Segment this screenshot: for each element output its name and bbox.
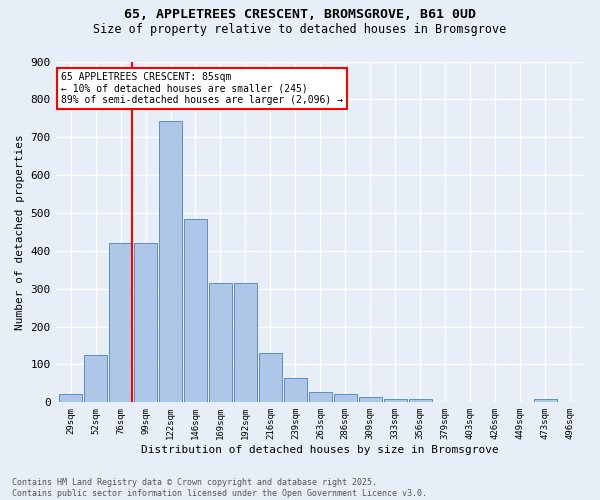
Bar [359,396,382,402]
Bar [134,244,157,402]
Bar [209,283,232,403]
Y-axis label: Number of detached properties: Number of detached properties [15,134,25,330]
Bar [384,398,407,402]
Text: Size of property relative to detached houses in Bromsgrove: Size of property relative to detached ho… [94,22,506,36]
Bar [259,353,282,403]
Bar [184,218,207,402]
Bar [409,398,431,402]
Bar [234,283,257,403]
Bar [309,392,332,402]
Bar [533,400,557,402]
Bar [334,394,357,402]
Bar [284,378,307,402]
Text: 65, APPLETREES CRESCENT, BROMSGROVE, B61 0UD: 65, APPLETREES CRESCENT, BROMSGROVE, B61… [124,8,476,20]
X-axis label: Distribution of detached houses by size in Bromsgrove: Distribution of detached houses by size … [142,445,499,455]
Bar [159,121,182,402]
Text: Contains HM Land Registry data © Crown copyright and database right 2025.
Contai: Contains HM Land Registry data © Crown c… [12,478,427,498]
Bar [84,355,107,403]
Text: 65 APPLETREES CRESCENT: 85sqm
← 10% of detached houses are smaller (245)
89% of : 65 APPLETREES CRESCENT: 85sqm ← 10% of d… [61,72,343,105]
Bar [109,244,132,402]
Bar [59,394,82,402]
